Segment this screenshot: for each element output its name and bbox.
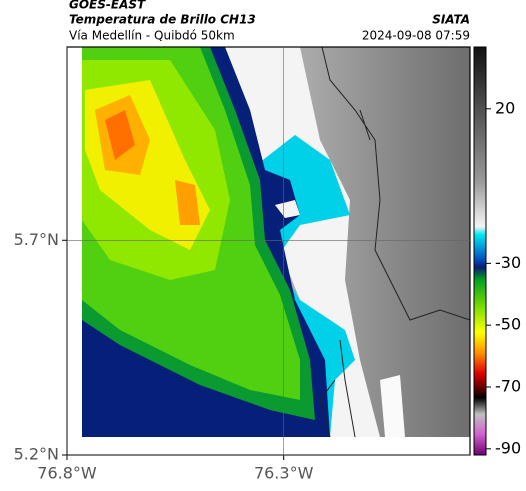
subtitle: Vía Medellín - Quibdó 50km (69, 29, 235, 43)
y-tick-label: 5.2°N (14, 445, 59, 464)
colorbar (473, 46, 487, 456)
x-tick-label: 76.8°W (37, 464, 97, 483)
title: Temperatura de Brillo CH13 (69, 13, 256, 27)
source: SIATA (432, 13, 470, 27)
y-tick-label: 5.7°N (14, 230, 59, 249)
colorbar-tick-label: -90 (495, 438, 521, 457)
x-tick-label: 76.3°W (254, 464, 314, 483)
timestamp: 2024-09-08 07:59 (362, 29, 470, 43)
colorbar-tick-label: -30 (495, 253, 521, 272)
satellite-image (67, 47, 470, 455)
colorbar-tick-label: -50 (495, 315, 521, 334)
colorbar-tick-label: 20 (495, 98, 515, 117)
colorbar-tick-label: -70 (495, 377, 521, 396)
satellite: GOES-EAST (69, 0, 146, 12)
